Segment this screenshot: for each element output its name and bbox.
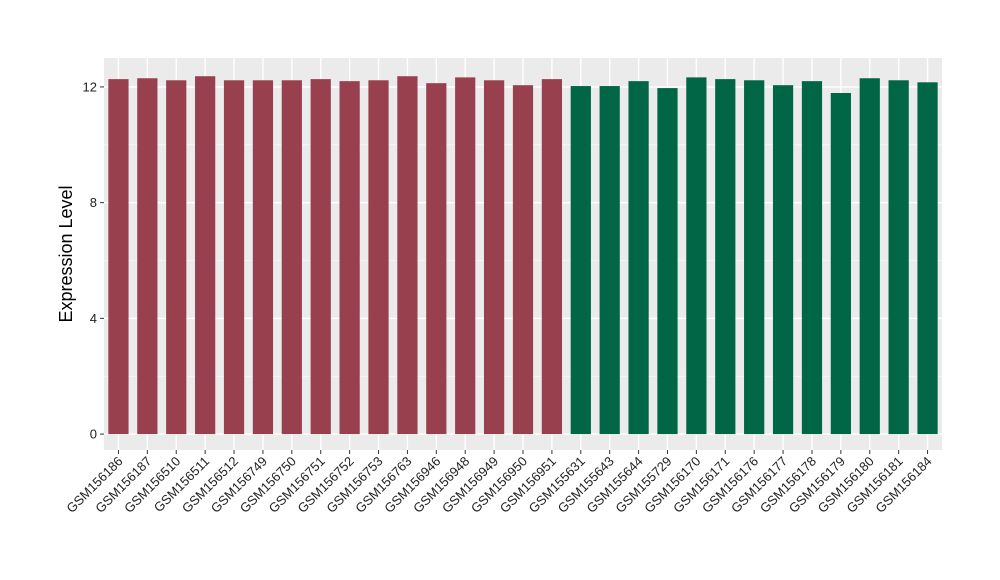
bar-GSM156170 <box>686 77 707 435</box>
bar-GSM156950 <box>512 85 534 435</box>
bar-GSM156749 <box>252 80 274 435</box>
bar-GSM156763 <box>397 76 418 435</box>
bar-GSM155644 <box>628 81 649 435</box>
bar-GSM156946 <box>426 83 447 435</box>
bar-GSM156511 <box>195 76 216 435</box>
bar-GSM156179 <box>830 93 851 435</box>
bars <box>108 76 938 435</box>
bar-GSM156171 <box>715 79 736 435</box>
bar-GSM156752 <box>339 81 360 435</box>
bar-GSM156177 <box>772 85 794 435</box>
bar-GSM156176 <box>744 80 765 435</box>
y-axis-title: Expression Level <box>56 185 76 322</box>
y-tick-label: 4 <box>90 311 97 326</box>
bar-GSM156949 <box>483 80 505 435</box>
y-tick-label: 12 <box>83 79 97 94</box>
bar-GSM155643 <box>599 86 620 435</box>
bar-GSM156181 <box>888 80 909 435</box>
bar-GSM156510 <box>166 80 187 435</box>
y-tick-label: 8 <box>90 195 97 210</box>
bar-GSM156948 <box>455 77 476 435</box>
bar-GSM155631 <box>570 86 591 435</box>
x-axis: GSM156186GSM156187GSM156510GSM156511GSM1… <box>63 450 935 516</box>
bar-GSM156184 <box>917 82 938 435</box>
bar-GSM156951 <box>541 79 563 435</box>
bar-GSM155729 <box>657 88 678 435</box>
bar-GSM156178 <box>801 81 823 435</box>
bar-GSM156753 <box>368 80 389 435</box>
bar-GSM156751 <box>310 79 331 435</box>
bar-GSM156187 <box>137 78 158 435</box>
bar-GSM156750 <box>281 80 302 435</box>
y-axis: 0 4 8 12 <box>83 79 104 442</box>
bar-GSM156512 <box>223 80 245 435</box>
bar-GSM156180 <box>859 78 880 435</box>
y-tick-label: 0 <box>90 427 97 442</box>
bar-GSM156186 <box>108 79 129 435</box>
